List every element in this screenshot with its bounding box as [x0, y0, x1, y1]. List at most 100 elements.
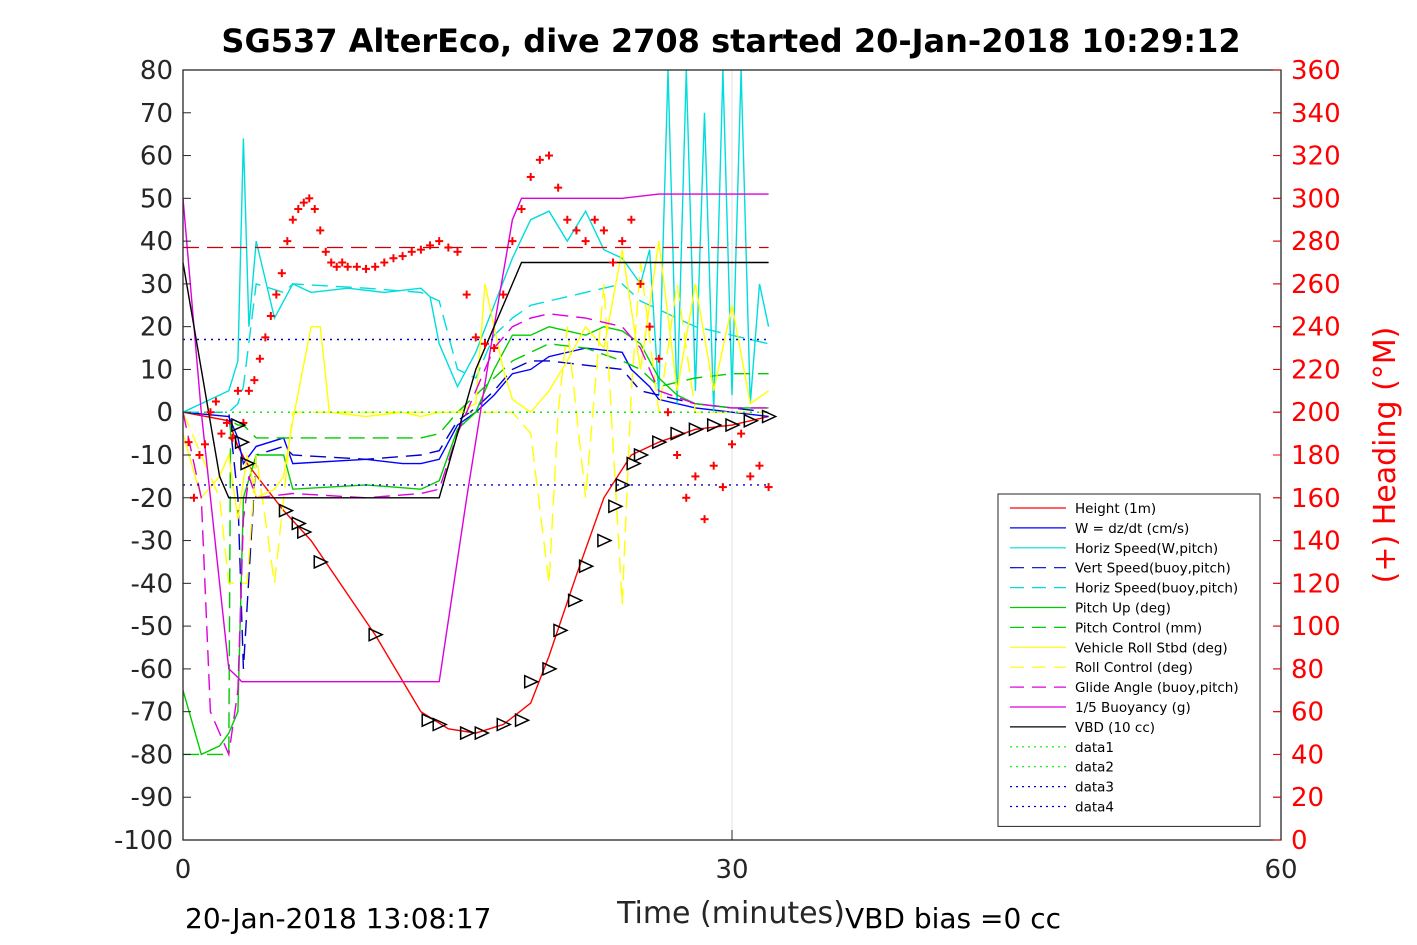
- legend-label: Roll Control (deg): [1075, 660, 1193, 676]
- y-tick-label: 70: [140, 99, 173, 129]
- legend-entry: Vert Speed(buoy,pitch): [1010, 561, 1231, 577]
- y-tick-label: -10: [131, 441, 173, 471]
- heading-point: [206, 408, 215, 417]
- y-tick-label: -70: [131, 698, 173, 728]
- depth-marker: [725, 417, 741, 433]
- heading-point: [426, 241, 435, 250]
- legend-entry: data1: [1010, 740, 1114, 756]
- legend-entry: Pitch Up (deg): [1010, 601, 1171, 617]
- heading-point: [407, 247, 416, 256]
- heading-point: [526, 172, 535, 181]
- y-tick-label: 20: [140, 313, 173, 343]
- y2-tick-label: 160: [1291, 484, 1341, 514]
- heading-point: [663, 408, 672, 417]
- y2-tick-label: 340: [1291, 99, 1341, 129]
- depth-marker: [432, 717, 448, 732]
- y-tick-label: 30: [140, 270, 173, 300]
- legend-label: Vert Speed(buoy,pitch): [1075, 561, 1231, 577]
- legend: Height (1m) W = dz/dt (cm/s) Horiz Speed(W…: [997, 493, 1261, 827]
- heading-point: [233, 386, 242, 395]
- legend-label: data2: [1075, 760, 1114, 776]
- heading-point: [462, 290, 471, 299]
- heading-point: [389, 254, 398, 263]
- heading-point: [321, 247, 330, 256]
- series-line-8: [183, 262, 769, 605]
- y2-tick-label: 200: [1291, 398, 1341, 428]
- y-tick-label: 0: [156, 398, 173, 428]
- y2-tick-label: 40: [1291, 740, 1324, 770]
- y2-tick-label: 280: [1291, 227, 1341, 257]
- legend-label: data1: [1075, 740, 1114, 756]
- y-tick-label: -30: [131, 527, 173, 557]
- chart-title: SG537 AlterEco, dive 2708 started 20-Jan…: [221, 22, 1240, 60]
- legend-label: W = dz/dt (cm/s): [1075, 521, 1189, 537]
- heading-point: [737, 429, 746, 438]
- heading-point: [755, 461, 764, 470]
- series-line-4: [183, 282, 769, 413]
- heading-point: [490, 344, 499, 353]
- depth-marker: [278, 503, 295, 518]
- heading-point: [508, 237, 517, 246]
- heading-point: [590, 215, 599, 224]
- footer-timestamp: 20-Jan-2018 13:08:17: [185, 902, 491, 935]
- heading-point: [700, 515, 709, 524]
- heading-point: [499, 290, 508, 299]
- legend-entry: Vehicle Roll Stbd (deg): [1010, 640, 1228, 656]
- heading-point: [250, 376, 259, 385]
- depth-marker: [313, 554, 330, 570]
- legend-label: Vehicle Roll Stbd (deg): [1075, 640, 1228, 656]
- legend-label: data3: [1075, 780, 1114, 796]
- x-axis-label: Time (minutes): [616, 896, 845, 931]
- heading-point: [244, 386, 253, 395]
- heading-point: [327, 258, 336, 267]
- y-tick-label: -90: [131, 783, 173, 813]
- legend-entry: data4: [1010, 800, 1114, 816]
- y2-axis-label: (+) Heading (°M): [1368, 327, 1403, 584]
- depth-marker: [626, 456, 642, 471]
- y2-tick-label: 20: [1291, 783, 1324, 813]
- heading-point: [343, 262, 352, 271]
- y2-tick-label: 180: [1291, 441, 1341, 471]
- heading-point: [599, 226, 608, 235]
- series-line-11: [183, 261, 769, 499]
- heading-point: [435, 237, 444, 246]
- y2-tick-label: 140: [1291, 527, 1341, 557]
- heading-point: [691, 472, 700, 481]
- legend-label: Glide Angle (buoy,pitch): [1075, 680, 1239, 696]
- legend-label: Horiz Speed(buoy,pitch): [1075, 581, 1238, 597]
- heading-point: [184, 438, 193, 447]
- heading-point: [211, 397, 220, 406]
- legend-entry: Horiz Speed(W,pitch): [1010, 541, 1218, 557]
- y-tick-label: 50: [140, 184, 173, 214]
- heading-point: [444, 243, 453, 252]
- heading-point: [728, 440, 736, 449]
- depth-marker: [652, 434, 668, 450]
- y2-tick-label: 300: [1291, 184, 1341, 214]
- depth-marker: [368, 627, 384, 642]
- depth-marker: [743, 413, 760, 428]
- heading-point: [654, 354, 663, 363]
- series-line-2: [183, 70, 770, 413]
- heading-point: [261, 333, 270, 342]
- depth-marker: [474, 725, 491, 741]
- footer-vbd-bias: VBD bias =0 cc: [845, 902, 1061, 935]
- depth-marker: [514, 713, 531, 728]
- heading-point: [545, 151, 553, 160]
- heading-point: [764, 483, 773, 492]
- heading-point: [535, 155, 544, 164]
- y2-tick-label: 100: [1291, 612, 1341, 642]
- heading-point: [554, 183, 563, 192]
- depth-marker: [234, 434, 251, 450]
- legend-entry: VBD (10 cc): [1010, 720, 1155, 736]
- legend-entry: data3: [1010, 780, 1114, 796]
- y2-tick-label: 0: [1291, 826, 1308, 856]
- heading-point: [709, 461, 718, 470]
- y-tick-label: 40: [140, 227, 173, 257]
- depth-marker: [633, 447, 650, 463]
- legend-entry: Glide Angle (buoy,pitch): [1010, 680, 1239, 696]
- y2-tick-label: 320: [1291, 142, 1341, 172]
- legend-box: [997, 493, 1261, 827]
- heading-point: [222, 418, 231, 427]
- legend-entry: Roll Control (deg): [1010, 660, 1193, 676]
